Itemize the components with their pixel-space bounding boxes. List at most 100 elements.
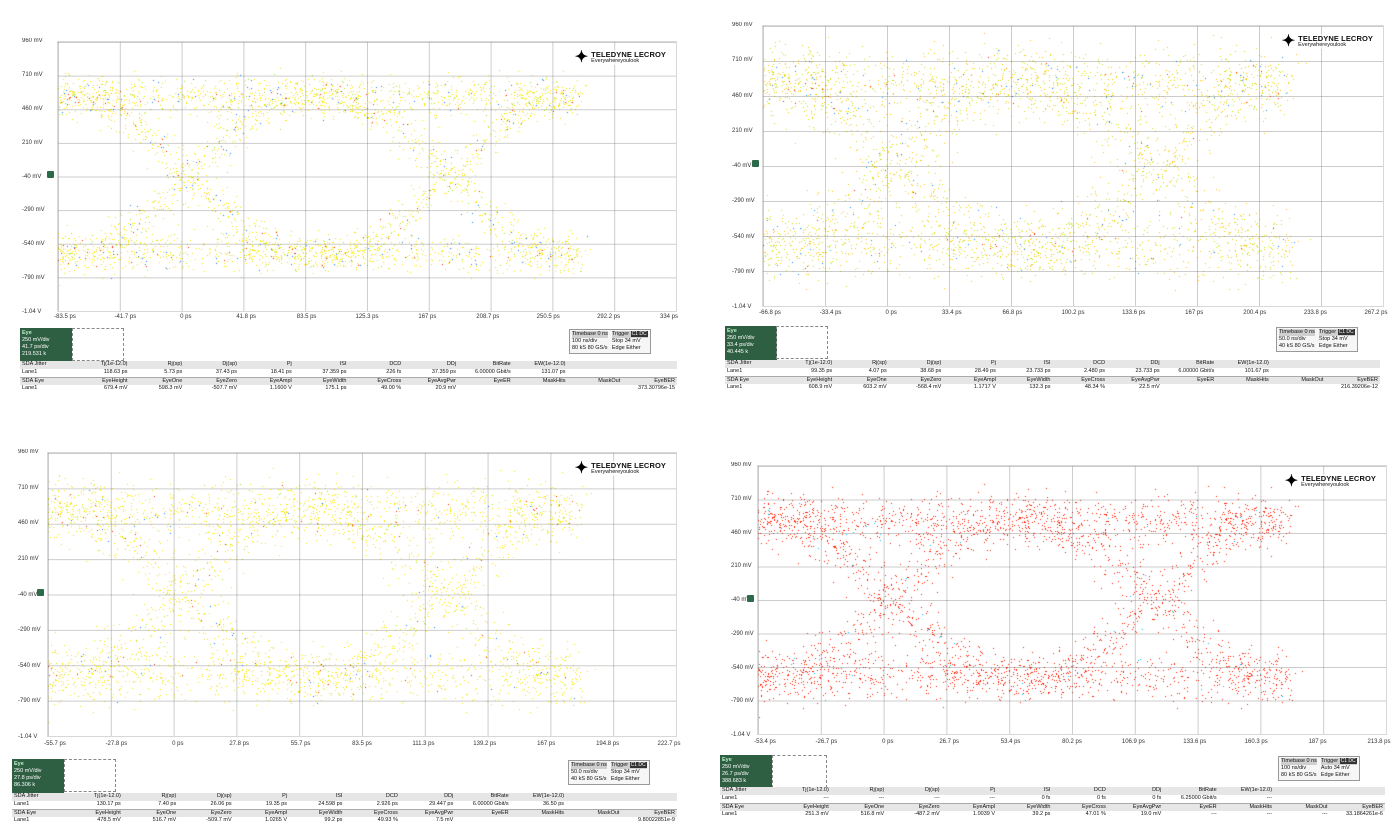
- channel-descriptor[interactable]: Eye 250 mV/div 41.7 ps/div 219.531 k: [20, 328, 72, 362]
- measurement-cell: 175.1 ps: [325, 385, 347, 392]
- x-tick-label: 0 ps: [172, 741, 184, 747]
- trigger-mode: Auto: [1320, 765, 1333, 772]
- x-tick-label: 80.2 ps: [1062, 739, 1082, 745]
- y-tick-label: 460 mV: [18, 520, 39, 527]
- trigger-slope: Either: [1335, 772, 1350, 779]
- row-label: Lane1: [722, 811, 738, 818]
- empty-descriptor-slot[interactable]: [776, 326, 828, 359]
- brand-logo: ✦ TELEDYNE LECROY Everywhereyoulook: [572, 50, 668, 66]
- channel-offset-marker[interactable]: [747, 594, 754, 602]
- measurement-cell: -507.7 mV: [211, 385, 237, 392]
- trigger-label: Trigger: [1320, 758, 1339, 764]
- trigger-source: C1 DC: [1339, 758, 1357, 764]
- timebase-trigger-box[interactable]: Timebase 0 ns 50.0 ns/div 40 kS 80 GS/s Tri…: [568, 760, 650, 786]
- measurement-cell: EyeAvgPwr: [1107, 802, 1164, 812]
- row-label: Lane1: [727, 367, 743, 374]
- measurement-cell: 516.8 mV: [860, 811, 885, 818]
- measurement-cell: 24.598 ps: [318, 800, 343, 807]
- measurement-cell: EyeBER: [621, 808, 677, 818]
- channel-offset-marker[interactable]: [752, 160, 759, 168]
- x-tick-label: 187 ps: [1308, 739, 1327, 745]
- trigger-type: Edge: [1318, 343, 1332, 350]
- channel-descriptor[interactable]: Eye 250 mV/div 27.8 ps/div 86.306 k: [12, 759, 64, 793]
- channel-setting: 250 mV/div: [14, 767, 42, 774]
- x-tick-label: 33.4 ps: [941, 310, 962, 316]
- channel-title: Eye: [14, 761, 24, 767]
- trigger-label: Trigger: [610, 762, 629, 768]
- trigger-level: 34 mV: [624, 338, 641, 345]
- y-tick-label: -1.04 V: [731, 732, 751, 738]
- measurement-cell: 6.00000 Gbit/s: [474, 368, 511, 375]
- channel-offset-marker[interactable]: [47, 171, 54, 179]
- measurement-cell: [1325, 368, 1380, 376]
- trigger-label: Trigger: [1318, 329, 1337, 335]
- row-label: SDA Eye: [720, 802, 776, 812]
- brand-logo: ✦ TELEDYNE LECROY Everywhereyoulook: [1279, 34, 1375, 50]
- y-tick-label: 210 mV: [18, 555, 39, 562]
- y-tick-label: 710 mV: [732, 57, 753, 64]
- trigger-slope: Either: [626, 345, 641, 352]
- measurement-cell: 130.17 ps: [96, 800, 121, 807]
- measurement-cell: ---: [989, 794, 996, 801]
- y-tick-label: -290 mV: [731, 630, 754, 637]
- row-label: Lane1: [22, 368, 38, 375]
- y-tick-label: 710 mV: [22, 71, 43, 78]
- x-tick-label: 133.6 ps: [1183, 739, 1207, 745]
- brand-logo: ✦ TELEDYNE LECROY Everywhereyoulook: [1282, 474, 1378, 490]
- channel-descriptor[interactable]: Eye 250 mV/div 33.4 ps/div 40.445 k: [725, 326, 777, 360]
- measurement-cell: Dj(sp): [184, 361, 239, 369]
- x-tick-label: 250.5 ps: [536, 314, 560, 320]
- measurement-cell: 19.0 mV: [1140, 811, 1162, 818]
- y-tick-label: -790 mV: [731, 698, 754, 705]
- measurement-cell: EW(1e-12.0): [510, 793, 567, 801]
- empty-descriptor-slot[interactable]: [772, 755, 827, 788]
- x-tick-label: 139.2 ps: [473, 741, 497, 747]
- measurement-cell: DCD: [348, 361, 404, 369]
- measurement-cell: MaskOut: [1274, 802, 1330, 812]
- jitter-values-row: Lane1 --- --- --- --- 0 fs 0 fs 0 fs 6.25000 Gbi…: [720, 795, 1385, 803]
- row-label: SDA Jitter: [20, 361, 75, 369]
- empty-descriptor-slot[interactable]: [64, 759, 116, 792]
- channel-offset-marker[interactable]: [37, 588, 44, 596]
- channel-setting: 250 mV/div: [722, 763, 750, 770]
- y-tick-label: -40 mV: [732, 163, 752, 169]
- x-tick-label: 194.8 ps: [596, 741, 620, 747]
- measurement-cell: 28.49 ps: [974, 367, 996, 374]
- timebase-scale: 50.0 ns/div: [571, 769, 598, 776]
- y-tick-label: 460 mV: [732, 92, 753, 99]
- x-tick-label: 100.2 ps: [1061, 310, 1085, 316]
- trigger-source: C1 DC: [629, 762, 647, 768]
- x-tick-label: 208.7 ps: [476, 314, 500, 320]
- measurement-cell: 48.34 %: [1084, 384, 1106, 391]
- measurement-cell: 5.73 ps: [164, 368, 183, 375]
- channel-descriptor[interactable]: Eye 250 mV/div 26.7 ps/div 388.683 k: [720, 755, 772, 789]
- empty-descriptor-slot[interactable]: [72, 328, 124, 361]
- measurement-cell: [566, 817, 621, 825]
- eye-values-row: Lane1 608.9 mV 603.2 mV -568.4 mV 1.1717 V 13…: [725, 384, 1380, 392]
- channel-title: Eye: [22, 330, 32, 336]
- y-tick-label: 710 mV: [18, 484, 39, 491]
- measurement-cell: [1271, 368, 1326, 376]
- measurement-cell: 22.5 mV: [1139, 384, 1160, 391]
- timebase-trigger-box[interactable]: Timebase 0 ns 100 ns/div 80 kS 80 GS/s Trig…: [1278, 756, 1360, 782]
- timebase-trigger-box[interactable]: Timebase 0 ns 50.0 ns/div 40 kS 80 GS/s Tri…: [1276, 327, 1358, 353]
- channel-setting: 40.445 k: [727, 348, 749, 355]
- measurement-cell: ---: [823, 794, 829, 801]
- channel-setting: 250 mV/div: [22, 336, 50, 343]
- measurement-cell: Pj: [239, 361, 294, 369]
- x-tick-label: 83.5 ps: [296, 314, 317, 320]
- timebase-trigger-box[interactable]: Timebase 0 ns 100 ns/div 80 kS 80 GS/s Trig…: [569, 329, 651, 355]
- measurement-cell: 37.43 ps: [215, 368, 237, 375]
- measurement-cell: EyeHeight: [775, 802, 831, 812]
- measurement-cell: [1325, 360, 1380, 368]
- measurement-cell: -509.7 mV: [206, 817, 232, 824]
- y-tick-label: -40 mV: [731, 597, 751, 603]
- measurement-cell: EyeZero: [886, 802, 942, 812]
- x-tick-label: 167 ps: [418, 314, 437, 320]
- y-tick-label: 960 mV: [22, 38, 43, 44]
- measurement-cell: 226 fs: [386, 368, 402, 375]
- measurement-cell: 608.9 mV: [808, 384, 833, 391]
- x-tick-label: 200.4 ps: [1243, 310, 1267, 316]
- measurement-cell: 2.926 ps: [376, 800, 398, 807]
- measurement-cell: EyeAmpl: [239, 376, 294, 386]
